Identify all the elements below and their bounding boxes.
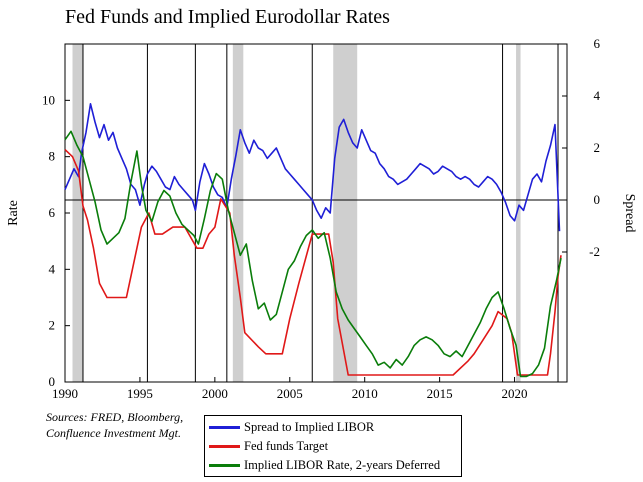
x-tick-label-2: 2000 bbox=[202, 386, 228, 401]
legend-item-libor: Implied LIBOR Rate, 2-years Deferred bbox=[209, 456, 440, 474]
plot-frame bbox=[64, 43, 568, 383]
sources-line-2: Confluence Investment Mgt. bbox=[46, 426, 181, 440]
legend: Spread to Implied LIBOR Fed funds Target… bbox=[204, 415, 462, 477]
recession-band-0 bbox=[72, 44, 83, 382]
legend-swatch-libor bbox=[209, 463, 240, 467]
series-line-1 bbox=[64, 149, 562, 376]
x-tick-label-1: 1995 bbox=[127, 386, 153, 401]
x-tick-label-0: 1990 bbox=[52, 386, 78, 401]
right-tick-label-1: 0 bbox=[594, 192, 601, 207]
sources-note: Sources: FRED, Bloomberg, Confluence Inv… bbox=[46, 409, 183, 441]
x-tick-label-4: 2010 bbox=[352, 386, 378, 401]
legend-swatch-spread bbox=[209, 425, 240, 429]
x-tick-label-5: 2015 bbox=[427, 386, 453, 401]
legend-item-fed-funds: Fed funds Target bbox=[209, 437, 328, 455]
legend-label-fed-funds: Fed funds Target bbox=[244, 439, 329, 453]
chart-title: Fed Funds and Implied Eurodollar Rates bbox=[65, 6, 390, 28]
right-axis: -2 0 2 4 6 bbox=[562, 36, 601, 259]
legend-swatch-fed-funds bbox=[209, 444, 240, 448]
right-tick-label-3: 4 bbox=[594, 88, 601, 103]
sources-line-1: Sources: FRED, Bloomberg, bbox=[46, 410, 184, 424]
vertical-lines bbox=[82, 44, 559, 382]
left-tick-label-2: 4 bbox=[49, 261, 56, 276]
right-tick-label-4: 6 bbox=[594, 36, 601, 51]
recession-band-3 bbox=[516, 44, 521, 382]
recession-bands bbox=[72, 44, 521, 382]
right-tick-label-2: 2 bbox=[594, 140, 601, 155]
series-line-2 bbox=[64, 130, 562, 378]
recession-band-2 bbox=[333, 44, 358, 382]
left-tick-label-0: 0 bbox=[49, 374, 56, 389]
series-lines bbox=[64, 103, 562, 378]
left-tick-label-4: 8 bbox=[49, 149, 56, 164]
left-tick-label-1: 2 bbox=[49, 318, 56, 333]
x-tick-label-3: 2005 bbox=[277, 386, 303, 401]
series-line-0 bbox=[64, 103, 561, 232]
left-axis: 0 2 4 6 8 10 bbox=[42, 92, 70, 389]
legend-label-libor: Implied LIBOR Rate, 2-years Deferred bbox=[244, 458, 441, 472]
legend-item-spread: Spread to Implied LIBOR bbox=[209, 418, 374, 436]
legend-label-spread: Spread to Implied LIBOR bbox=[244, 420, 375, 434]
recession-band-1 bbox=[232, 44, 244, 382]
x-axis: 1990 1995 2000 2005 2010 2015 2020 bbox=[52, 377, 528, 401]
right-axis-title: Spread bbox=[622, 194, 637, 233]
left-axis-title: Rate bbox=[6, 200, 21, 226]
left-tick-label-5: 10 bbox=[42, 92, 55, 107]
x-tick-label-6: 2020 bbox=[502, 386, 528, 401]
left-tick-label-3: 6 bbox=[49, 205, 56, 220]
right-tick-label-0: -2 bbox=[589, 244, 600, 259]
